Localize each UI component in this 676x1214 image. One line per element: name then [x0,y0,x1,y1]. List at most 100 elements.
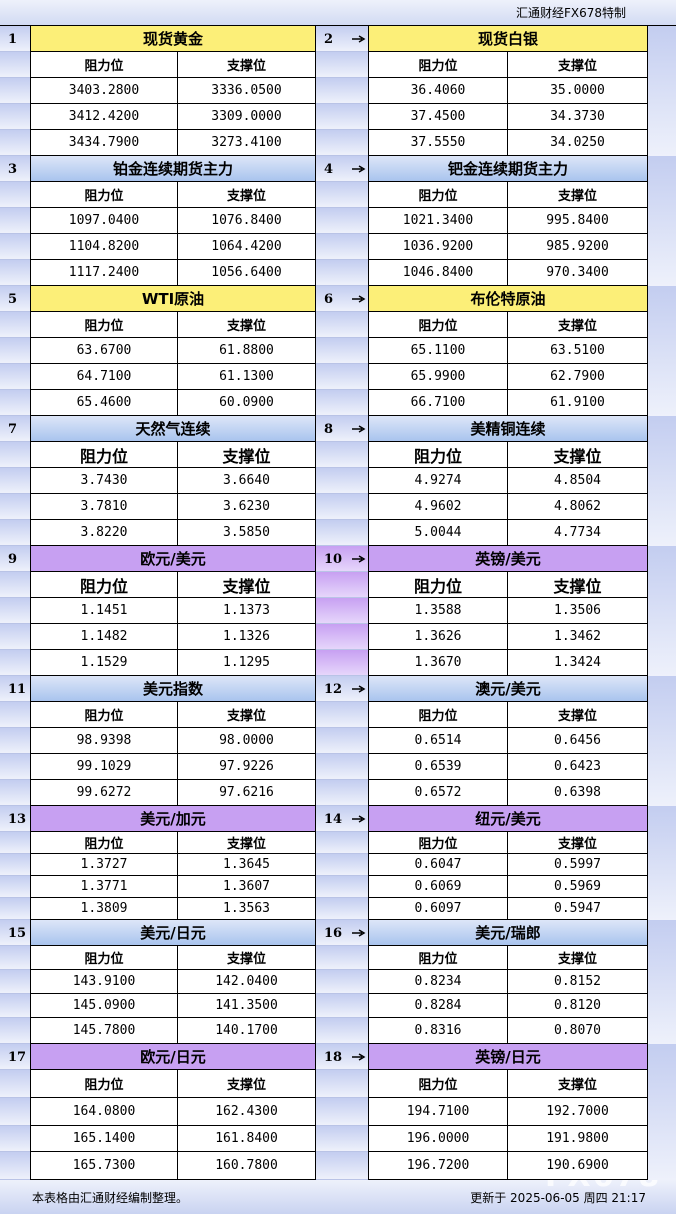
gutter [316,780,368,806]
brand: 汇通财经FX678特制 [0,0,676,26]
level-value: 97.9226 [178,754,316,780]
level-value: 1.3607 [178,876,316,898]
gutter [316,338,368,364]
column-header: 支撑位 [508,312,648,338]
level-value: 4.7734 [508,520,648,546]
level-value: 995.8400 [508,208,648,234]
gutter [0,780,30,806]
level-value: 0.6539 [368,754,508,780]
level-value: 1.3645 [178,854,316,876]
column-header: 阻力位 [368,182,508,208]
level-value: 3.6640 [178,468,316,494]
level-value: 3412.4200 [30,104,178,130]
gutter [316,598,368,624]
level-value: 37.4500 [368,104,508,130]
level-value: 1.3424 [508,650,648,676]
level-value: 165.7300 [30,1152,178,1180]
level-value: 3434.7900 [30,130,178,156]
gutter [648,1044,676,1180]
gutter [0,1098,30,1126]
column-header: 支撑位 [178,442,316,468]
level-value: 97.6216 [178,780,316,806]
gutter [0,1018,30,1044]
column-header: 阻力位 [30,572,178,598]
gutter [0,234,30,260]
level-value: 140.1700 [178,1018,316,1044]
level-value: 60.0900 [178,390,316,416]
block-title: 美元/加元 [30,806,316,832]
level-value: 196.7200 [368,1152,508,1180]
level-value: 0.5997 [508,854,648,876]
gutter [0,994,30,1018]
arrow-icon [352,425,366,433]
gutter [316,364,368,390]
gutter [316,130,368,156]
footer-updated: 更新于 2025-06-05 周四 21:17 [470,1190,646,1205]
gutter [0,1126,30,1152]
gutter [316,52,368,78]
level-value: 0.8070 [508,1018,648,1044]
gutter [0,572,30,598]
level-value: 99.1029 [30,754,178,780]
block-title: 美元/瑞郎 [368,920,648,946]
gutter [0,208,30,234]
column-header: 支撑位 [178,1070,316,1098]
level-value: 0.5969 [508,876,648,898]
arrow-icon [352,1053,366,1061]
column-header: 支撑位 [178,52,316,78]
level-value: 0.6097 [368,898,508,920]
column-header: 支撑位 [508,182,648,208]
column-header: 支撑位 [508,442,648,468]
block-number: 7 [8,421,18,437]
level-value: 5.0044 [368,520,508,546]
column-header: 阻力位 [30,702,178,728]
level-value: 0.8120 [508,994,648,1018]
level-value: 165.1400 [30,1126,178,1152]
level-value: 1097.0400 [30,208,178,234]
level-value: 99.6272 [30,780,178,806]
level-value: 1.3771 [30,876,178,898]
gutter [316,520,368,546]
level-value: 141.3500 [178,994,316,1018]
column-header: 支撑位 [508,1070,648,1098]
level-value: 0.6456 [508,728,648,754]
level-value: 160.7800 [178,1152,316,1180]
gutter [316,442,368,468]
level-value: 1046.8400 [368,260,508,286]
column-header: 支撑位 [508,946,648,970]
column-header: 阻力位 [368,1070,508,1098]
column-header: 阻力位 [30,442,178,468]
block-title: 欧元/美元 [30,546,316,572]
gutter [0,52,30,78]
level-value: 190.6900 [508,1152,648,1180]
level-value: 0.8234 [368,970,508,994]
column-header: 阻力位 [30,312,178,338]
block-number: 11 [8,681,27,697]
level-value: 145.7800 [30,1018,178,1044]
level-value: 145.0900 [30,994,178,1018]
column-header: 阻力位 [368,702,508,728]
gutter [0,78,30,104]
gutter [316,650,368,676]
gutter [0,390,30,416]
arrow-icon [352,685,366,693]
gutter [0,286,30,312]
block-number: 14 [324,811,343,827]
level-value: 0.6398 [508,780,648,806]
gutter [0,806,30,832]
block-number: 17 [8,1049,27,1065]
gutter [316,1098,368,1126]
arrow-icon [352,165,366,173]
level-value: 0.6572 [368,780,508,806]
gutter [0,338,30,364]
level-value: 1.3809 [30,898,178,920]
gutter [0,1070,30,1098]
gutter [0,130,30,156]
gutter [316,1126,368,1152]
gutter [648,920,676,1044]
level-value: 4.9602 [368,494,508,520]
gutter [316,946,368,970]
level-value: 61.8800 [178,338,316,364]
level-value: 63.5100 [508,338,648,364]
